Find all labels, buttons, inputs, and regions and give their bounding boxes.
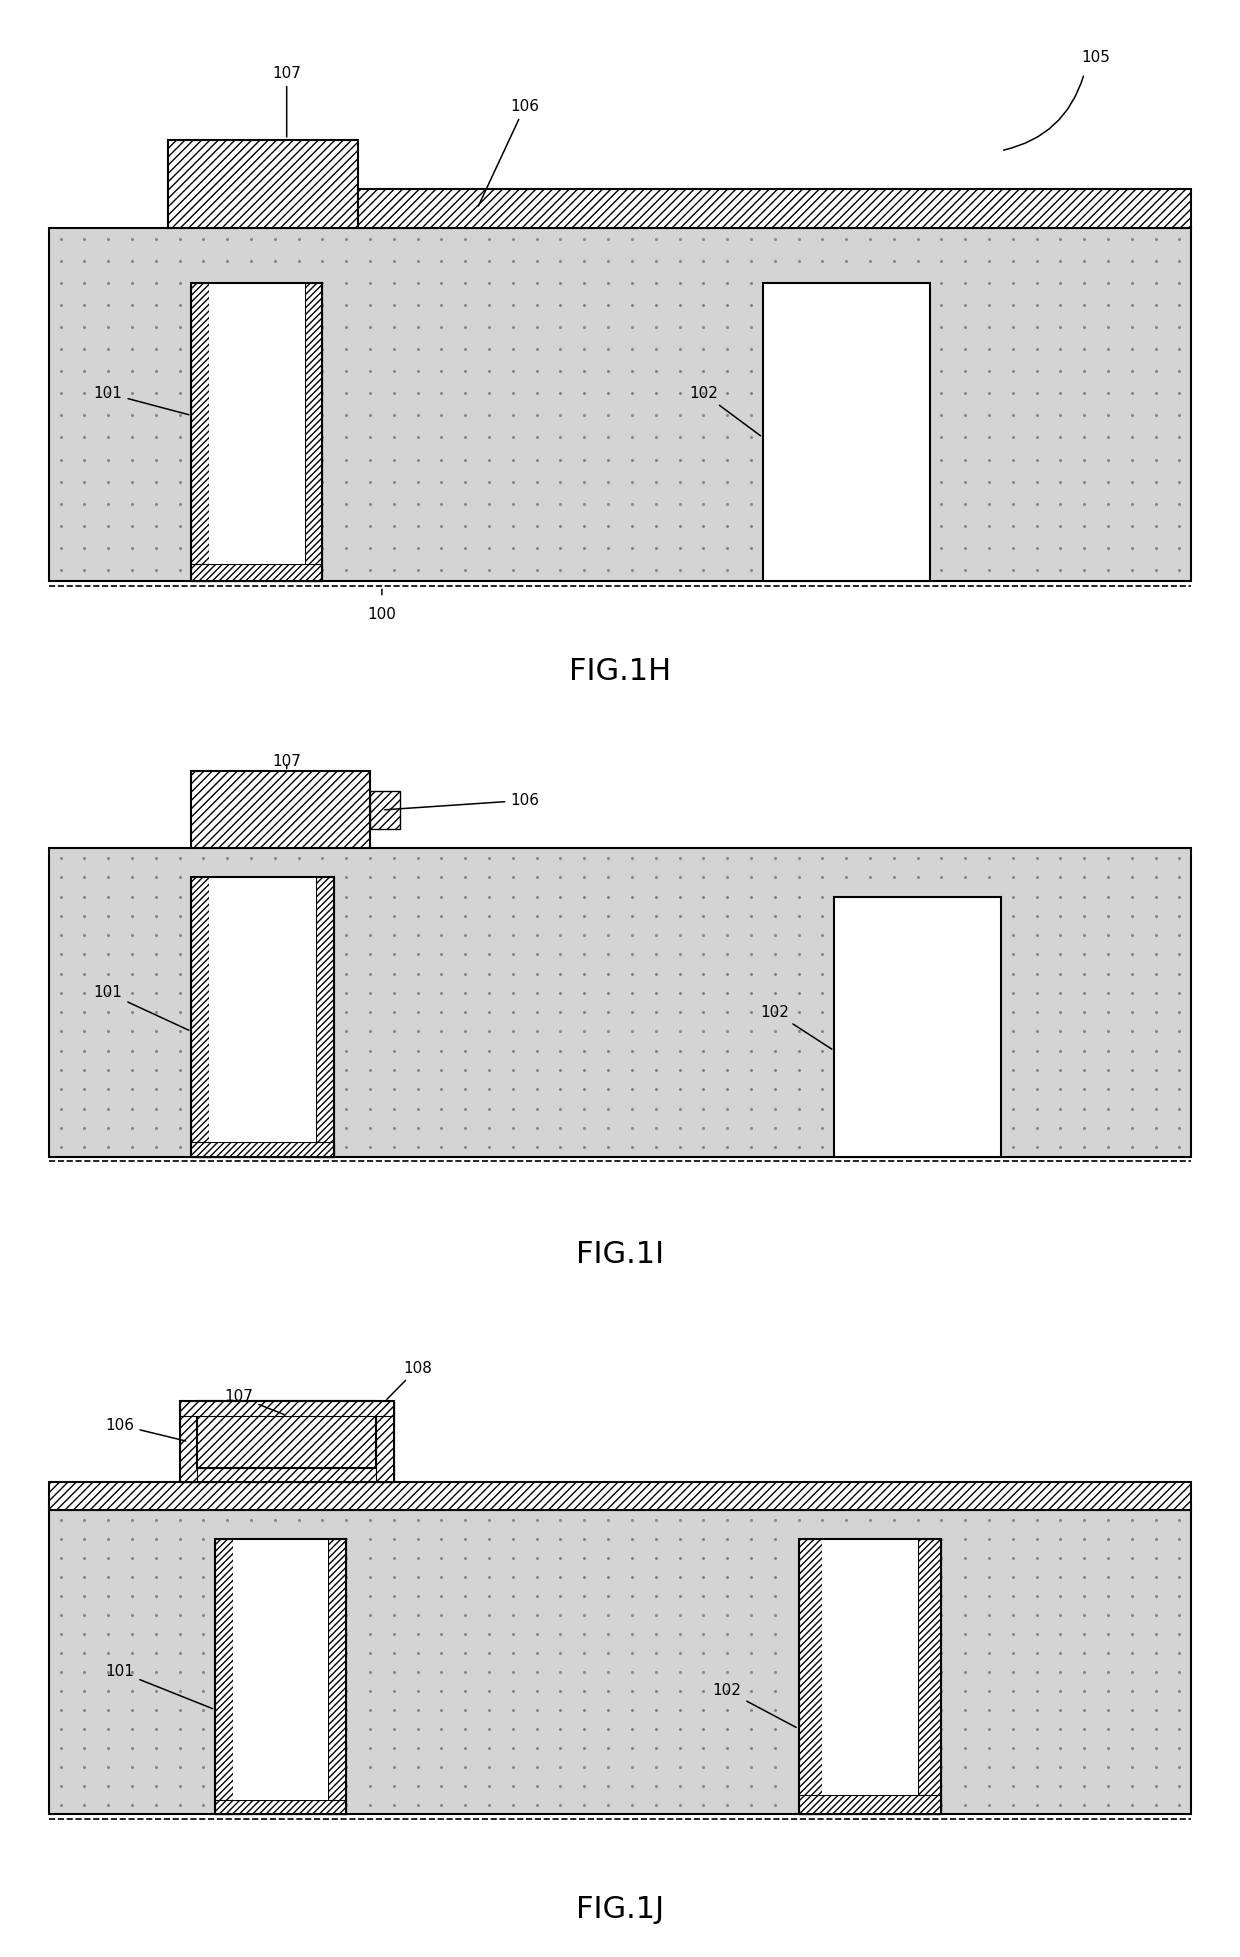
Bar bbox=[233, 1538, 329, 1800]
Bar bbox=[210, 284, 305, 564]
Text: 102: 102 bbox=[689, 386, 760, 436]
Bar bbox=[216, 1538, 346, 1814]
Text: 102: 102 bbox=[760, 1004, 832, 1049]
Bar bbox=[216, 1538, 346, 1814]
Bar bbox=[329, 1538, 346, 1814]
Bar bbox=[191, 284, 322, 581]
Text: 107: 107 bbox=[224, 1389, 284, 1415]
Bar bbox=[216, 1800, 346, 1814]
Text: 108: 108 bbox=[387, 1360, 432, 1399]
Text: 106: 106 bbox=[479, 100, 539, 205]
Bar bbox=[48, 1481, 1192, 1511]
Bar bbox=[376, 1401, 394, 1481]
Bar bbox=[191, 1143, 335, 1157]
Text: 106: 106 bbox=[384, 793, 539, 810]
Bar bbox=[799, 1538, 822, 1814]
Bar bbox=[918, 1538, 941, 1814]
Text: 102: 102 bbox=[713, 1683, 796, 1728]
Bar bbox=[210, 877, 316, 1143]
Text: 107: 107 bbox=[273, 753, 301, 769]
Bar bbox=[180, 1468, 394, 1481]
Text: FIG.1J: FIG.1J bbox=[575, 1896, 665, 1924]
Bar bbox=[48, 1511, 1192, 1814]
Bar bbox=[191, 877, 210, 1157]
Bar bbox=[48, 227, 1192, 581]
Bar bbox=[191, 877, 335, 1157]
Bar bbox=[305, 284, 322, 581]
Text: 106: 106 bbox=[105, 1417, 186, 1440]
Text: FIG.1I: FIG.1I bbox=[575, 1239, 665, 1268]
Text: 101: 101 bbox=[94, 386, 188, 415]
Bar bbox=[822, 1538, 918, 1795]
Bar bbox=[358, 190, 1192, 227]
Bar bbox=[799, 1795, 941, 1814]
Bar bbox=[316, 877, 335, 1157]
Bar bbox=[191, 771, 370, 849]
Bar bbox=[799, 1538, 941, 1814]
Text: 100: 100 bbox=[367, 607, 397, 622]
Bar bbox=[763, 284, 930, 581]
Bar bbox=[216, 1538, 233, 1814]
Text: 101: 101 bbox=[105, 1663, 213, 1708]
Text: FIG.1H: FIG.1H bbox=[569, 658, 671, 687]
Text: 101: 101 bbox=[94, 986, 188, 1029]
Bar bbox=[180, 1401, 197, 1481]
Bar bbox=[191, 877, 335, 1157]
Bar bbox=[180, 1401, 394, 1415]
Bar bbox=[799, 1538, 941, 1814]
Bar bbox=[197, 1401, 376, 1468]
Text: 105: 105 bbox=[1081, 51, 1111, 65]
Bar bbox=[191, 284, 210, 581]
Text: 107: 107 bbox=[273, 67, 301, 137]
Bar bbox=[167, 139, 358, 227]
Bar bbox=[835, 896, 1001, 1157]
Bar bbox=[180, 1401, 394, 1481]
Bar bbox=[48, 849, 1192, 1157]
Bar bbox=[191, 564, 322, 581]
Bar bbox=[191, 284, 322, 581]
Bar bbox=[370, 791, 399, 830]
